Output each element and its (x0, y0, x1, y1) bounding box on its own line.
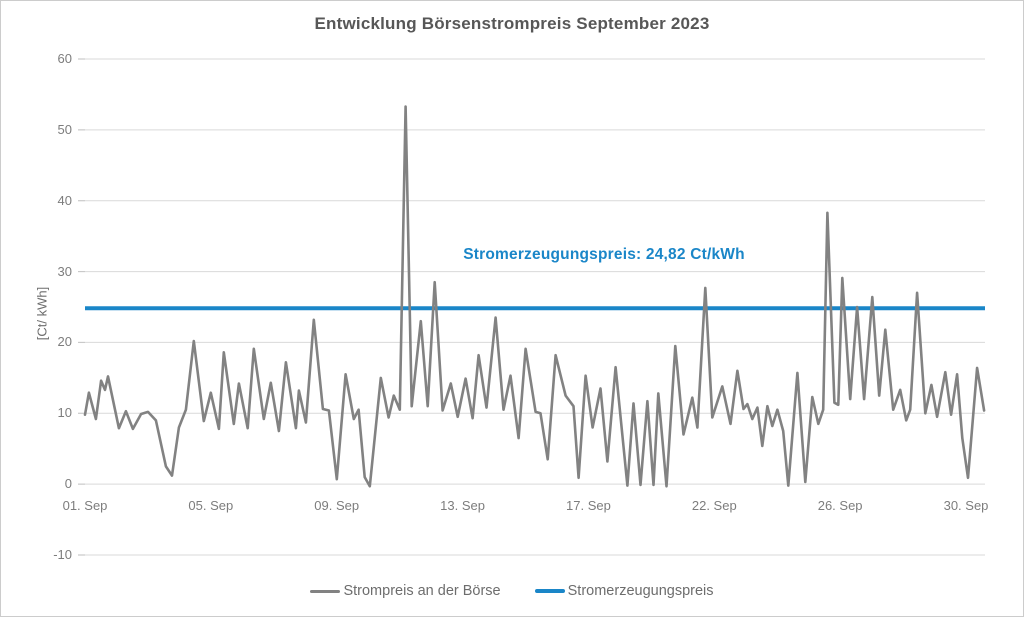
legend: Strompreis an der Börse Stromerzeugungsp… (1, 583, 1023, 599)
legend-item-stromerzeugungspreis: Stromerzeugungspreis (534, 583, 714, 599)
plot-area (78, 58, 986, 556)
price-series-line (83, 105, 986, 488)
y-tick-label: 10 (57, 405, 72, 421)
chart-title: Entwicklung Börsenstrompreis September 2… (314, 14, 710, 33)
x-tick-label: 13. Sep (440, 498, 485, 513)
legend-item-boersenstrompreis: Strompreis an der Börse (310, 583, 501, 599)
y-tick-label: 50 (57, 121, 72, 137)
legend-label-boersenstrompreis: Strompreis an der Börse (343, 583, 501, 599)
x-tick-label: 22. Sep (691, 498, 737, 513)
legend-label-stromerzeugungspreis: Stromerzeugungspreis (567, 583, 714, 599)
x-tick-label: 30. Sep (943, 498, 989, 513)
legend-line-swatch-blue (534, 589, 565, 593)
reference-price-annotation: Stromerzeugungspreis: 24,82 Ct/kWh (463, 246, 745, 263)
x-tick-label: 17. Sep (566, 498, 611, 513)
y-tick-label: 30 (57, 263, 72, 279)
x-tick-label: 26. Sep (817, 498, 863, 513)
y-tick-label: 60 (57, 51, 72, 66)
y-tick-label: 40 (57, 192, 72, 208)
y-tick-label: -10 (53, 547, 72, 562)
legend-line-swatch-gray (310, 589, 341, 593)
y-tick-label: 20 (57, 334, 72, 350)
x-tick-label: 05. Sep (188, 498, 234, 513)
x-tick-label: 09. Sep (314, 498, 360, 513)
x-tick-label: 01. Sep (62, 498, 108, 513)
y-tick-label: 0 (64, 476, 72, 492)
